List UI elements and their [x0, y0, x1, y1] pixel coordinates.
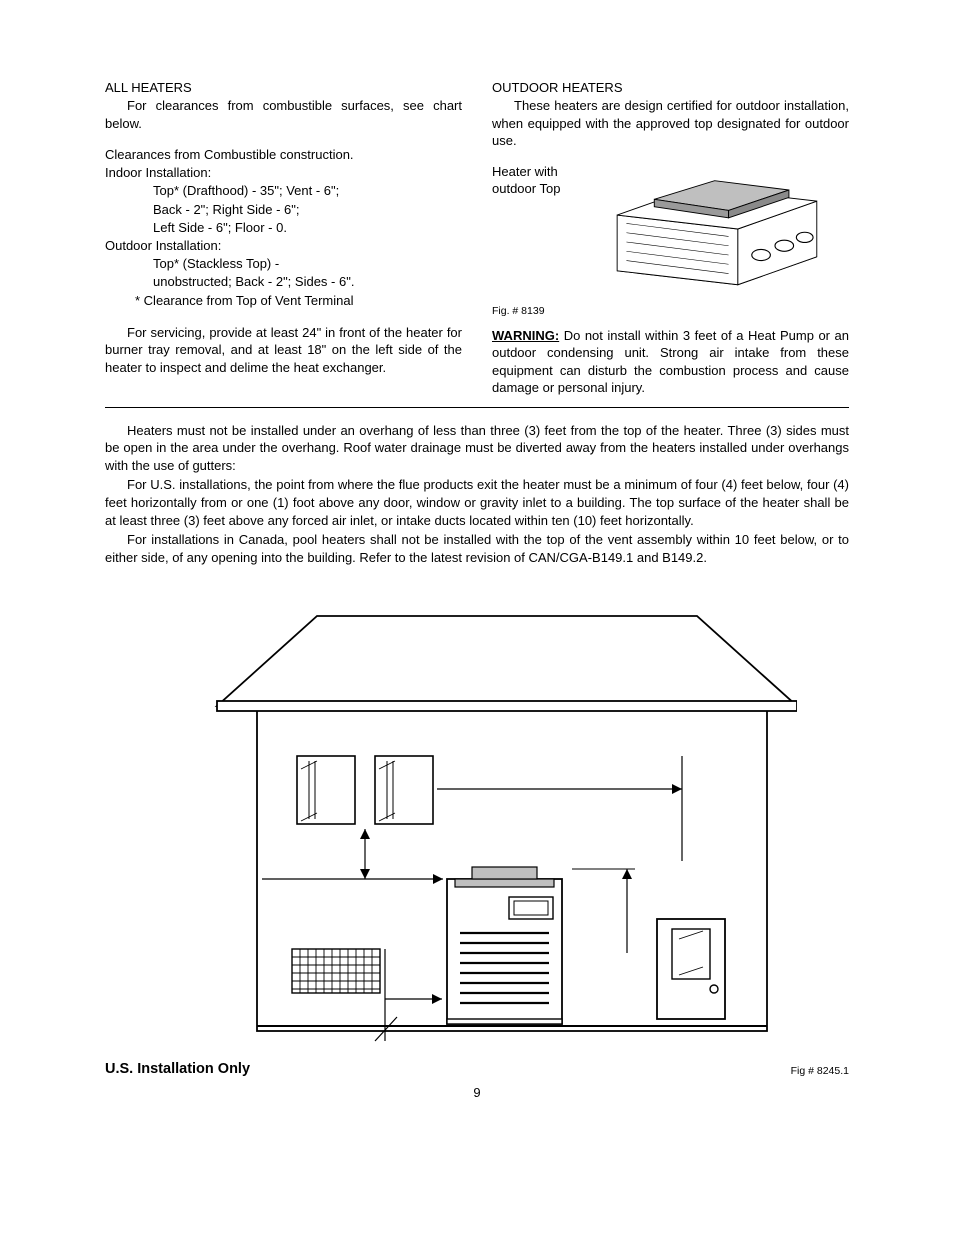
bottom-caption-row: U.S. Installation Only Fig # 8245.1 [105, 1061, 849, 1077]
us-installation-para: For U.S. installations, the point from w… [105, 476, 849, 529]
heater-isometric-icon [580, 164, 849, 299]
heater-figure-label: Heater with outdoor Top [492, 164, 580, 198]
section-divider [105, 407, 849, 408]
indoor-line-3: Left Side - 6"; Floor - 0. [105, 219, 462, 237]
fig-8139-caption: Fig. # 8139 [492, 305, 849, 317]
warning-paragraph: WARNING: Do not install within 3 feet of… [492, 327, 849, 397]
fig-8245-caption: Fig # 8245.1 [791, 1065, 849, 1077]
asterisk-note: * Clearance from Top of Vent Terminal [105, 292, 462, 310]
outdoor-line-2: unobstructed; Back - 2"; Sides - 6". [105, 273, 462, 291]
page-number: 9 [105, 1085, 849, 1100]
air-inlet-grille [292, 949, 380, 993]
all-heaters-heading: ALL HEATERS [105, 80, 462, 95]
combustible-label: Clearances from Combustible construction… [105, 146, 462, 164]
indoor-label: Indoor Installation: [105, 164, 462, 182]
left-column: ALL HEATERS For clearances from combusti… [105, 80, 462, 397]
us-installation-only-label: U.S. Installation Only [105, 1061, 250, 1077]
canada-installation-para: For installations in Canada, pool heater… [105, 531, 849, 566]
heater-label-line-1: Heater with [492, 164, 558, 179]
two-column-section: ALL HEATERS For clearances from combusti… [105, 80, 849, 397]
servicing-para: For servicing, provide at least 24" in f… [105, 324, 462, 377]
outdoor-label: Outdoor Installation: [105, 237, 462, 255]
right-column: OUTDOOR HEATERS These heaters are design… [492, 80, 849, 397]
outdoor-heaters-heading: OUTDOOR HEATERS [492, 80, 849, 95]
overhang-para: Heaters must not be installed under an o… [105, 422, 849, 475]
house-diagram [105, 601, 849, 1051]
heater-figure-row: Heater with outdoor Top [492, 164, 849, 299]
clearance-intro: For clearances from combustible surfaces… [105, 97, 462, 132]
outdoor-intro: These heaters are design certified for o… [492, 97, 849, 150]
indoor-line-2: Back - 2"; Right Side - 6"; [105, 201, 462, 219]
indoor-line-1: Top* (Drafthood) - 35"; Vent - 6"; [105, 182, 462, 200]
heater-label-line-2: outdoor Top [492, 181, 560, 196]
outdoor-line-1: Top* (Stackless Top) - [105, 255, 462, 273]
warning-label: WARNING: [492, 328, 559, 343]
clearance-block: Clearances from Combustible construction… [105, 146, 462, 310]
